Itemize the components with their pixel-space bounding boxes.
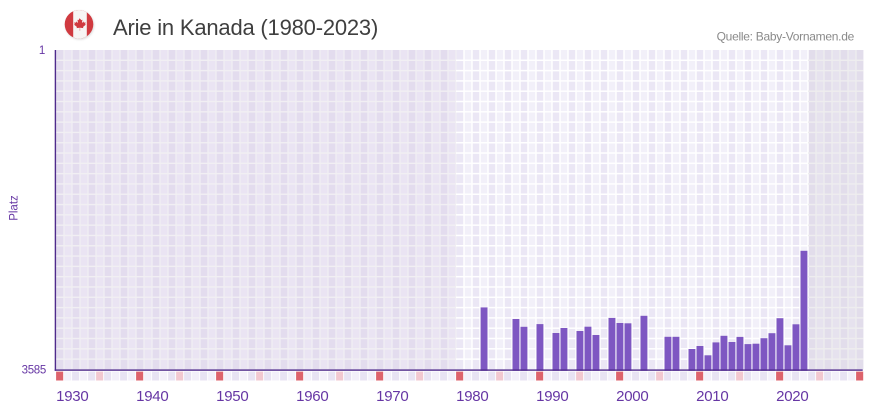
svg-text:Quelle: Baby-Vornamen.de: Quelle: Baby-Vornamen.de	[717, 29, 855, 43]
svg-text:1970: 1970	[376, 388, 408, 405]
svg-text:1940: 1940	[136, 388, 168, 405]
svg-text:1950: 1950	[216, 388, 248, 405]
svg-text:3585: 3585	[22, 365, 46, 377]
svg-text:2020: 2020	[776, 388, 808, 405]
svg-text:Arie in Kanada (1980-2023): Arie in Kanada (1980-2023)	[113, 15, 378, 40]
svg-text:Platz: Platz	[9, 195, 21, 221]
svg-text:1980: 1980	[456, 388, 488, 405]
svg-text:1930: 1930	[56, 388, 88, 405]
svg-text:2000: 2000	[616, 388, 648, 405]
svg-text:1960: 1960	[296, 388, 328, 405]
svg-text:2010: 2010	[696, 388, 728, 405]
svg-text:1990: 1990	[536, 388, 568, 405]
svg-text:1: 1	[39, 45, 45, 57]
